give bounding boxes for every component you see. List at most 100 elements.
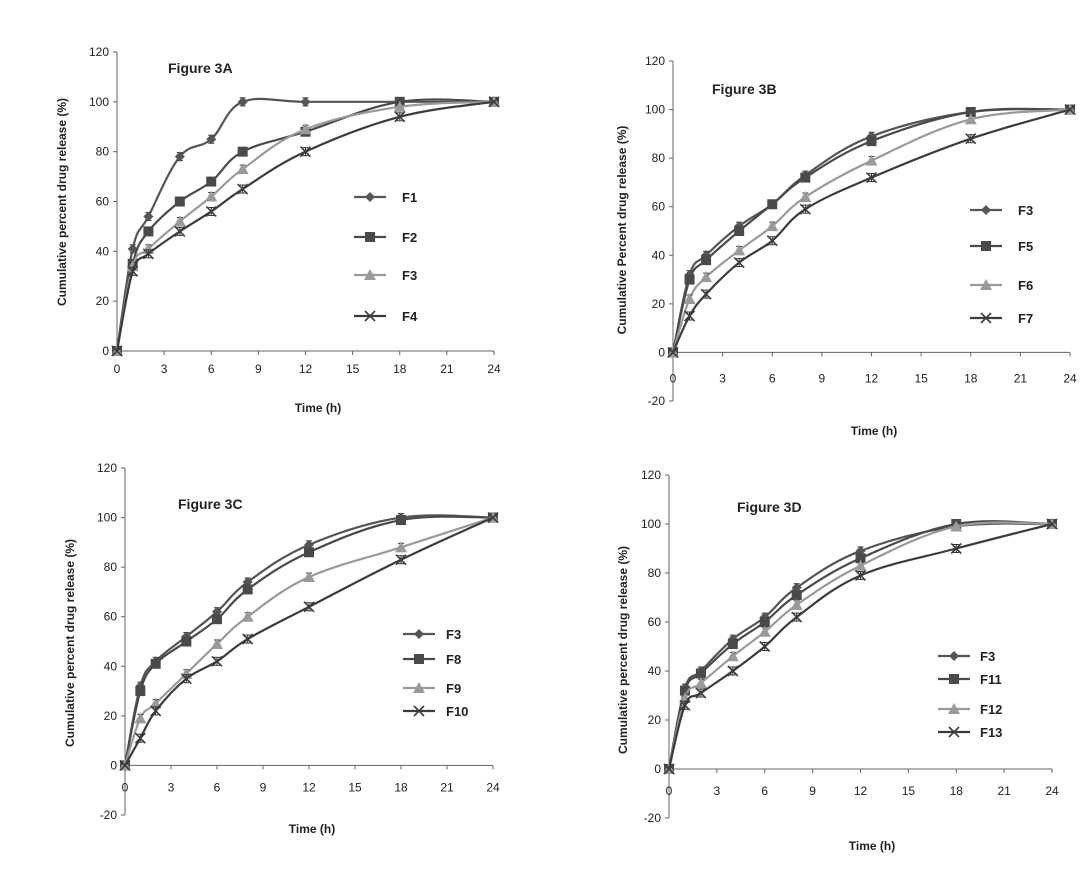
data-point [950,542,962,555]
legend-label: F3 [1018,203,1033,218]
legend-label: F7 [1018,311,1033,326]
data-point [791,611,803,623]
data-point [304,547,314,558]
data-point [143,226,154,237]
legend-marker [949,674,959,684]
data-point [174,225,186,237]
legend-marker [980,279,992,290]
data-point [733,244,746,256]
data-point [964,113,977,125]
data-point [965,107,976,117]
data-point [211,655,223,667]
data-point [866,136,877,147]
series-line [667,521,1053,770]
data-point [135,686,146,697]
x-tick-label: 9 [255,362,262,376]
x-axis-label: Time (h) [851,424,897,438]
data-point [865,172,878,184]
y-axis-label: Cumulative percent drug release (%) [63,539,77,747]
data-point [766,235,778,247]
data-point [854,569,867,582]
data-point [1064,104,1076,116]
y-tick-label: 120 [641,468,661,482]
y-tick-label: 20 [648,713,662,727]
x-tick-label: 0 [666,784,673,798]
legend-item-f10: F10 [403,704,468,719]
data-point [134,712,147,724]
legend-item-f3: F3 [938,649,995,664]
y-tick-label: 0 [102,344,109,358]
data-point [727,639,738,650]
data-point [800,172,811,183]
data-point [766,220,779,232]
x-tick-label: 12 [299,362,313,376]
chart-title: Figure 3A [168,60,233,76]
data-point [111,345,123,357]
x-axis-label: Time (h) [295,401,341,415]
x-tick-label: 24 [1045,784,1059,798]
y-axis-label: Cumulative percent drug release (%) [55,98,69,306]
y-tick-label: 20 [104,709,118,723]
chart-panel-3: -20 0 20 40 60 80 100 120 0 3 6 9 12 15 18 21 24 Figure 3… [63,461,500,836]
legend-item-f3: F3 [403,627,461,642]
series-line [671,108,1071,353]
data-point [236,163,249,175]
data-point [119,759,131,771]
y-tick-label: 100 [97,511,117,525]
data-point [237,146,248,157]
data-point [727,665,739,677]
y-tick-label: 40 [104,659,118,673]
y-tick-label: 0 [110,758,117,772]
legend-label: F3 [446,627,461,642]
legend-label: F6 [1018,278,1033,293]
data-point [726,650,739,662]
legend-item-f7: F7 [970,311,1033,326]
y-tick-label: 20 [96,294,110,308]
y-tick-label: 60 [96,195,110,209]
series-f5 [668,104,1075,358]
x-tick-label: 15 [902,784,916,798]
x-tick-label: 21 [1014,371,1028,385]
legend-item-f3: F3 [354,268,417,283]
series-line [671,108,1071,353]
legend-marker [413,705,425,717]
data-point [173,215,186,227]
x-tick-label: 21 [997,784,1011,798]
y-axis-label: Cumulative percent drug release (%) [616,546,630,754]
series-line [123,514,494,766]
y-tick-label: 80 [96,145,110,159]
x-tick-label: 9 [819,371,826,385]
legend-marker [980,312,992,324]
data-point [206,134,217,145]
y-tick-label: -20 [100,808,118,822]
data-point [701,255,712,266]
data-point [1046,518,1058,530]
legend-marker [413,682,425,693]
series-line [115,100,495,352]
data-point [300,96,311,107]
legend-label: F11 [980,672,1002,687]
data-point [134,732,146,744]
x-tick-label: 0 [114,362,121,376]
chart-title: Figure 3C [178,496,243,512]
legend-label: F10 [446,704,468,719]
y-tick-label: 80 [648,566,662,580]
x-tick-label: 0 [670,371,677,385]
legend-marker [981,205,991,215]
data-point [241,610,254,622]
x-tick-label: 3 [714,784,721,798]
legend-marker [364,310,376,322]
y-tick-label: 60 [652,200,666,214]
legend-item-f13: F13 [938,725,1002,740]
legend-label: F12 [980,702,1002,717]
x-tick-label: 15 [348,780,362,794]
legend-marker [948,726,960,738]
data-point [395,554,407,566]
series-f2 [112,96,499,356]
x-tick-label: 21 [440,362,454,376]
data-point [854,559,867,571]
y-tick-label: 100 [641,517,661,531]
y-axis-label: Cumulative Percent drug release (%) [615,126,629,335]
chart-panel-1: 0 20 40 60 80 100 120 0 3 6 9 12 15 18 21 24 Figure 3A Ti… [55,45,501,415]
